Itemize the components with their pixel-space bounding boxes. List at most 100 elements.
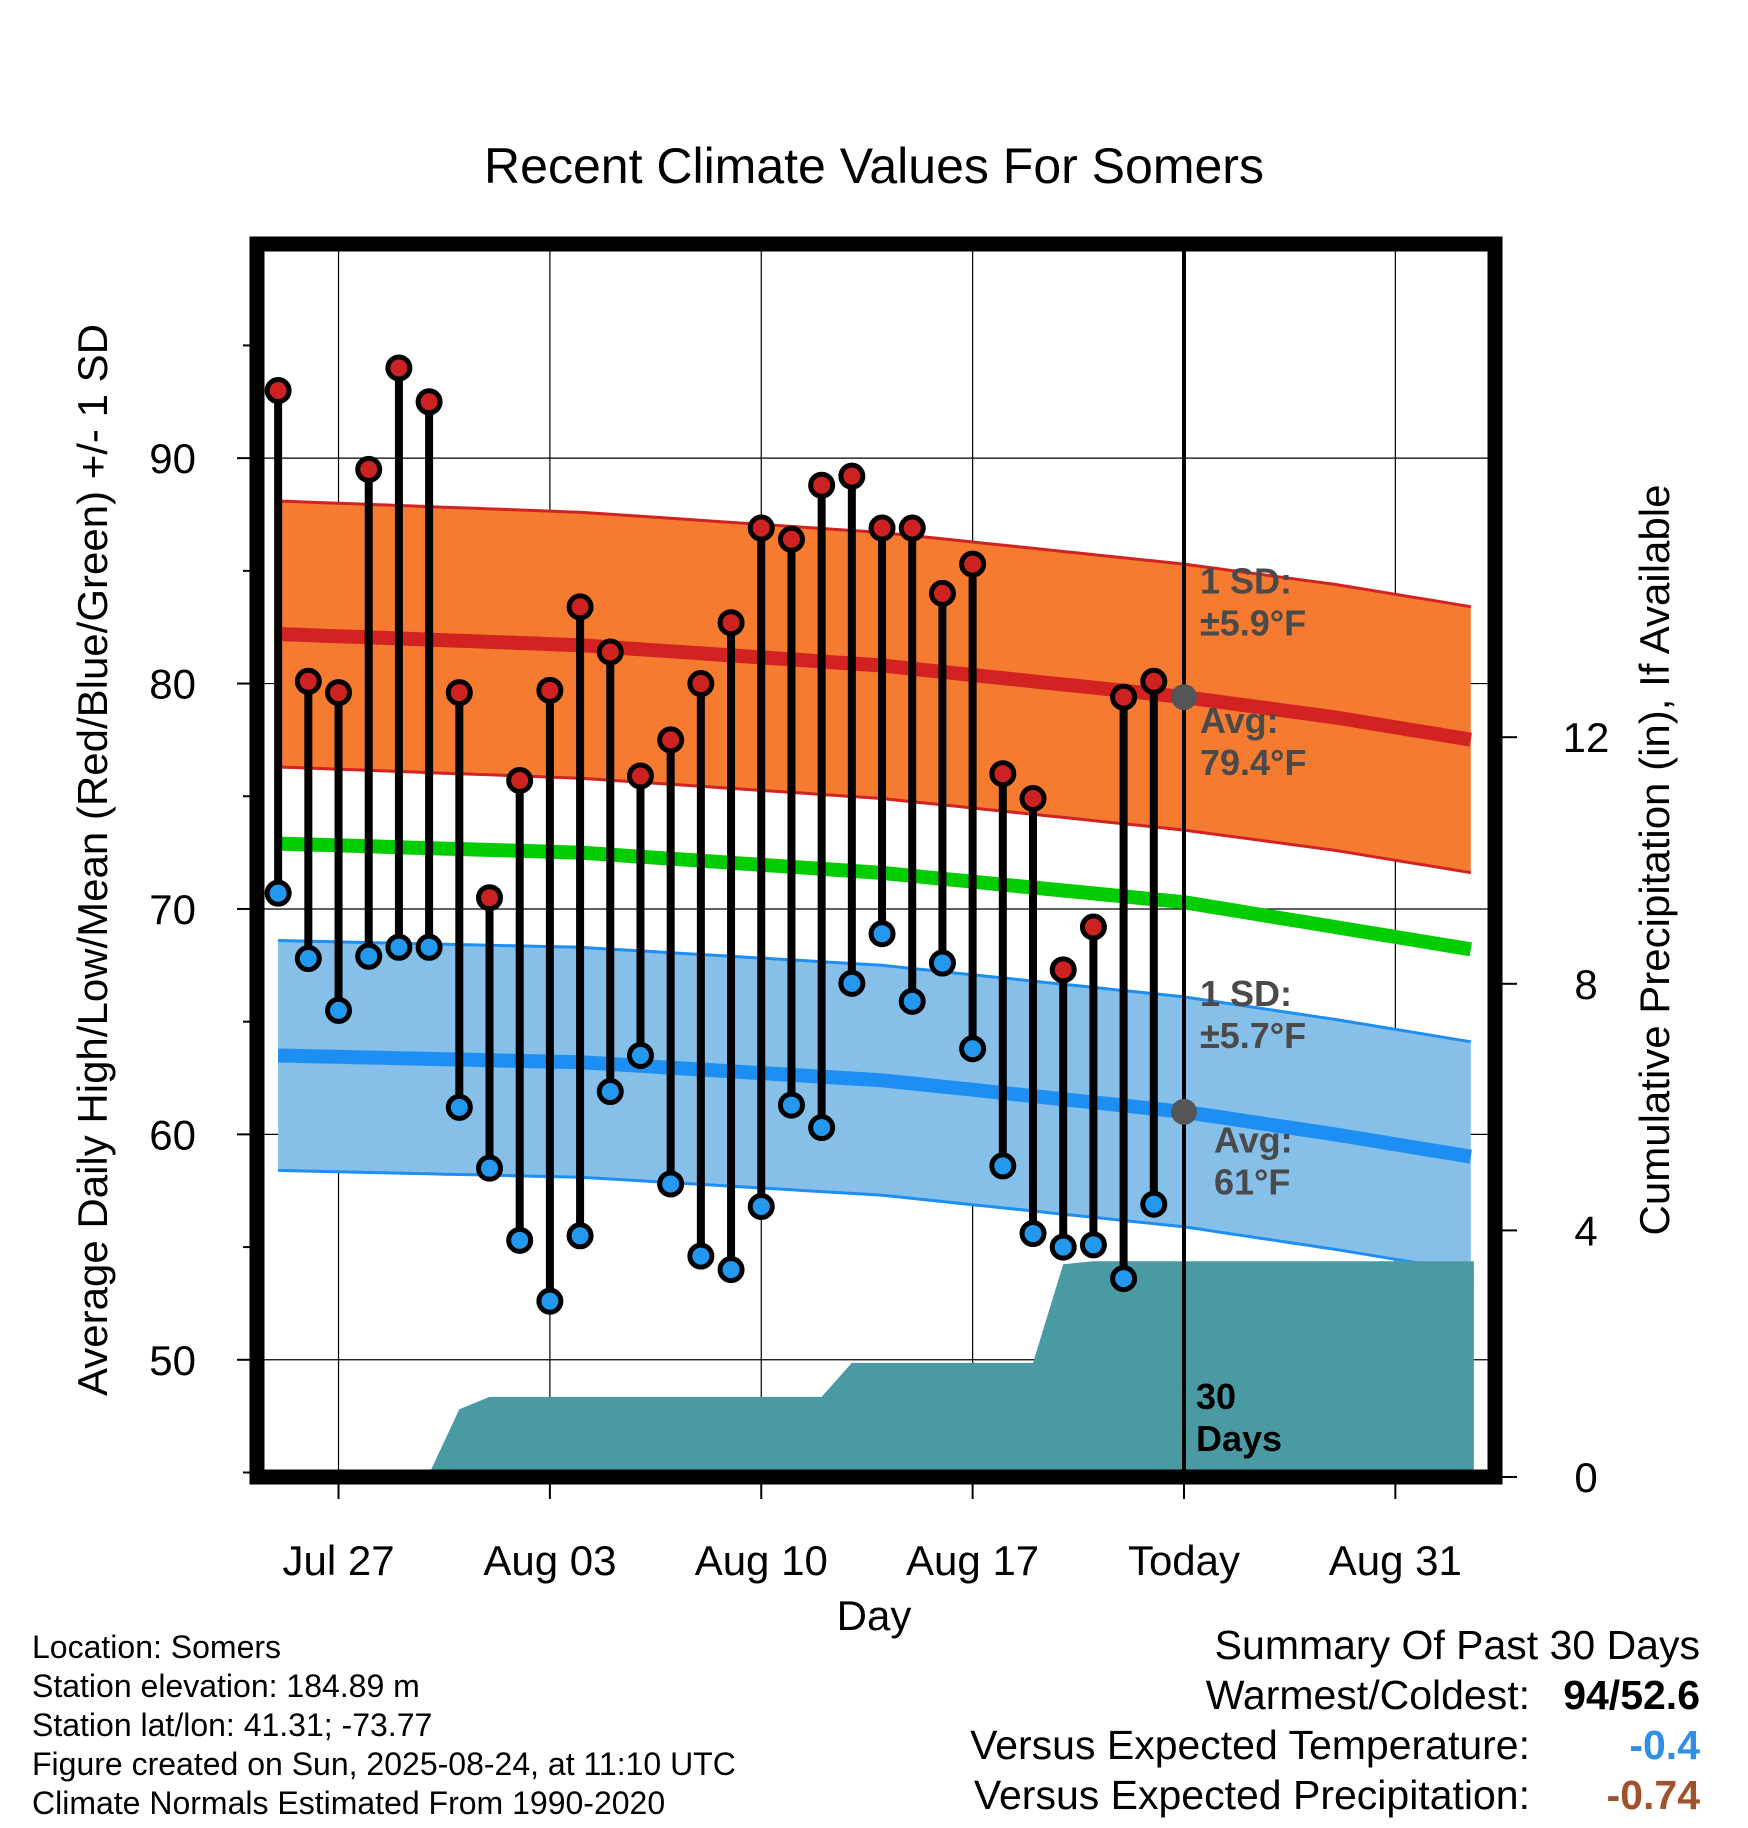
daily-low-point (264, 879, 292, 907)
y-tick-label-90: 90 (149, 435, 196, 482)
precip-departure-label: Versus Expected Precipitation: (973, 1772, 1530, 1818)
today-high-avg-marker (1170, 684, 1197, 711)
x-tick-label-0: Jul 27 (282, 1537, 394, 1584)
days-annotation-line-1: Days (1196, 1418, 1282, 1459)
high-sd-annotation-line-1: ±5.9°F (1200, 602, 1306, 643)
y-tick-label-70: 70 (149, 886, 196, 933)
y2-tick-label-0: 0 (1574, 1454, 1597, 1501)
daily-low-point (1019, 1220, 1047, 1248)
daily-low-point (476, 1154, 504, 1182)
daily-high-point (355, 455, 383, 483)
y2-tick-label-8: 8 (1574, 961, 1597, 1008)
low-avg-annotation-line-1: 61°F (1214, 1161, 1290, 1202)
daily-high-point (596, 638, 624, 666)
days-annotation-line-0: 30 (1196, 1376, 1236, 1417)
daily-high-point (1079, 913, 1107, 941)
daily-high-point (687, 670, 715, 698)
daily-low-point (808, 1114, 836, 1142)
summary-panel: Summary Of Past 30 Days Warmest/Coldest:… (970, 1622, 1700, 1822)
normal-mean-line (277, 836, 1472, 957)
daily-low-point (747, 1193, 775, 1221)
elevation-text: Station elevation: 184.89 m (32, 1668, 420, 1704)
x-tick-label-5: Aug 31 (1329, 1537, 1462, 1584)
plot-frame (249, 236, 1503, 1485)
x-tick-label-1: Aug 03 (483, 1537, 616, 1584)
daily-low-point (898, 987, 926, 1015)
daily-low-point (506, 1226, 534, 1254)
y2-tick-label-12: 12 (1563, 714, 1610, 761)
x-tick-label-4: Today (1128, 1537, 1240, 1584)
low-avg-annotation-line-0: Avg: (1214, 1119, 1293, 1160)
daily-high-point (626, 762, 654, 790)
daily-low-point (445, 1093, 473, 1121)
daily-low-point (989, 1152, 1017, 1180)
station-info: Location: Somers Station elevation: 184.… (32, 1628, 736, 1823)
daily-low-point (325, 996, 353, 1024)
y-axis-title: Average Daily High/Low/Mean (Red/Blue/Gr… (69, 324, 116, 1396)
y2-tick-label-4: 4 (1574, 1207, 1597, 1254)
daily-high-point (747, 514, 775, 542)
daily-high-point (536, 676, 564, 704)
temp-departure-label: Versus Expected Temperature: (970, 1722, 1530, 1768)
x-axis-title: Day (837, 1592, 912, 1639)
warmest-value: 94/52.6 (1563, 1672, 1700, 1718)
high-sd-lower-edge (278, 765, 1472, 875)
daily-low-point (566, 1222, 594, 1250)
precip-departure-value: -0.74 (1606, 1772, 1700, 1818)
daily-high-point (325, 679, 353, 707)
warmest-label: Warmest/Coldest: (1205, 1672, 1530, 1718)
daily-low-point (385, 933, 413, 961)
y2-axis-title: Cumulative Precipitation (in), If Availa… (1631, 485, 1678, 1236)
cumulative-precip-area (430, 1261, 1474, 1471)
daily-low-point (596, 1078, 624, 1106)
daily-low-point (1110, 1265, 1138, 1293)
daily-low-point (1049, 1233, 1077, 1261)
summary-heading: Summary Of Past 30 Days (1214, 1622, 1700, 1668)
daily-high-point (476, 884, 504, 912)
daily-high-point (385, 354, 413, 382)
low-sd-lower-edge (278, 1168, 1472, 1274)
high-avg-annotation: Avg: 79.4°F (1200, 700, 1306, 783)
daily-low-point (777, 1091, 805, 1119)
high-avg-annotation-line-1: 79.4°F (1200, 742, 1306, 783)
daily-low-point (355, 942, 383, 970)
latlon-text: Station lat/lon: 41.31; -73.77 (32, 1707, 433, 1743)
temp-departure-value: -0.4 (1629, 1722, 1700, 1768)
daily-high-point (989, 760, 1017, 788)
daily-low-point (717, 1256, 745, 1284)
daily-high-point (868, 514, 896, 542)
daily-low-point (536, 1287, 564, 1315)
daily-low-point (626, 1041, 654, 1069)
daily-high-point (898, 514, 926, 542)
daily-high-point (928, 579, 956, 607)
normal-low-line (277, 1048, 1472, 1164)
daily-high-point (838, 462, 866, 490)
daily-high-point (959, 550, 987, 578)
daily-high-point (1019, 785, 1047, 813)
y-tick-label-80: 80 (149, 661, 196, 708)
daily-high-point (1049, 956, 1077, 984)
daily-high-point (264, 377, 292, 405)
daily-low-point (687, 1242, 715, 1270)
daily-high-point (506, 766, 534, 794)
high-sd-band (278, 501, 1471, 873)
daily-low-point (1140, 1190, 1168, 1218)
daily-high-point (717, 609, 745, 637)
high-sd-annotation: 1 SD: ±5.9°F (1200, 560, 1306, 643)
y-tick-label-50: 50 (149, 1337, 196, 1384)
high-avg-annotation-line-0: Avg: (1200, 700, 1279, 741)
daily-low-point (928, 949, 956, 977)
daily-low-point (959, 1035, 987, 1063)
low-sd-annotation-line-0: 1 SD: (1200, 973, 1292, 1014)
daily-high-point (445, 679, 473, 707)
daily-low-point (868, 920, 896, 948)
daily-low-point (838, 969, 866, 997)
daily-high-point (777, 525, 805, 553)
daily-low-point (415, 933, 443, 961)
normals-text: Climate Normals Estimated From 1990-2020 (32, 1785, 666, 1821)
daily-high-point (1140, 667, 1168, 695)
y-tick-label-60: 60 (149, 1111, 196, 1158)
daily-high-point (415, 388, 443, 416)
low-avg-annotation: Avg: 61°F (1214, 1119, 1293, 1202)
